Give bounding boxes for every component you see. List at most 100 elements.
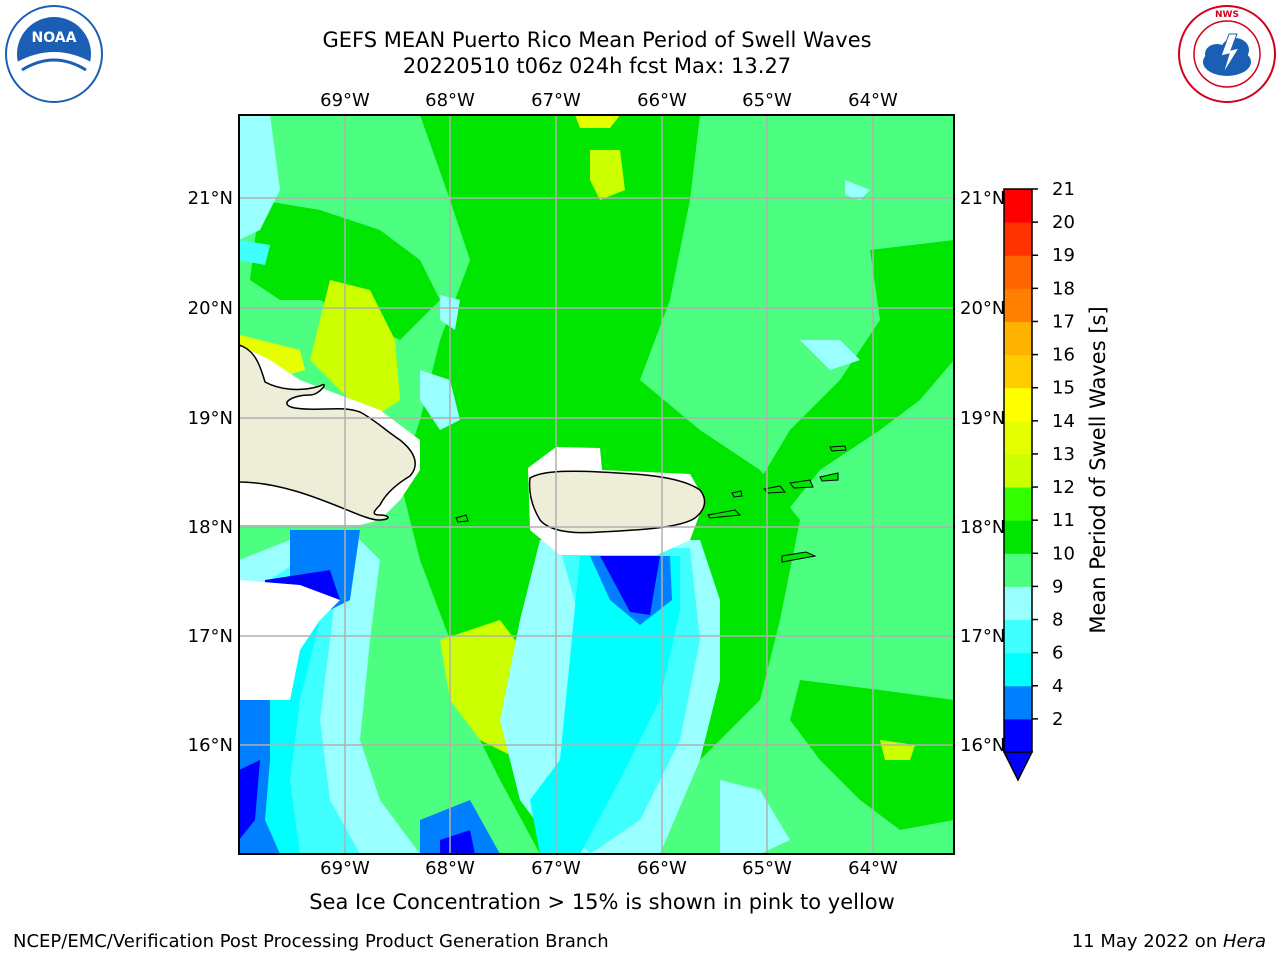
colorbar-swatch (1004, 652, 1032, 687)
contour-8s-northwest-edge (239, 240, 270, 265)
svg-text:NWS: NWS (1215, 10, 1239, 20)
contour-12s-northwest (310, 280, 400, 420)
colorbar-tick-label: 12 (1052, 477, 1075, 498)
colorbar-swatch (1004, 222, 1032, 256)
colorbar-swatch (1004, 520, 1032, 554)
lat-label-left: 17°N (188, 626, 233, 647)
contour-9s-northeast (845, 180, 870, 200)
lon-label-top: 66°W (637, 90, 687, 111)
colorbar-swatch (1004, 553, 1032, 587)
sea-ice-note: Sea Ice Concentration > 15% is shown in … (309, 890, 895, 914)
footer-machine: Hera (1222, 931, 1266, 952)
lon-label-bottom: 64°W (848, 858, 898, 879)
footer-branch: NCEP/EMC/Verification Post Processing Pr… (13, 931, 609, 952)
colorbar: 21 20 19 18 17 16 15 14 13 12 11 10 9 8 6 4 2 (1002, 179, 1075, 782)
contour-13s-north (575, 115, 620, 128)
footer-date: 11 May 2022 on Hera (1072, 931, 1266, 952)
contour-2s-puerto-rico-south (600, 556, 660, 615)
map-field (239, 115, 954, 854)
map-title: GEFS MEAN Puerto Rico Mean Period of Swe… (322, 28, 872, 52)
colorbar-swatch (1004, 487, 1032, 521)
lon-label-top: 69°W (320, 90, 370, 111)
colorbar-title: Mean Period of Swell Waves [s] (1086, 306, 1110, 634)
lat-label-left: 19°N (188, 408, 233, 429)
map-frame (238, 114, 955, 855)
lat-label-left: 21°N (188, 188, 233, 209)
lon-label-top: 65°W (742, 90, 792, 111)
colorbar-tick-label: 18 (1052, 278, 1075, 299)
contour-9s-northwest-edge (239, 115, 280, 240)
colorbar-swatch (1004, 288, 1032, 322)
contour-11s-southeast (790, 680, 954, 830)
colorbar-tick-label: 15 (1052, 378, 1075, 399)
colorbar-swatch (1004, 354, 1032, 389)
colorbar-tick-label: 10 (1052, 543, 1075, 564)
land-st-croix (781, 551, 817, 563)
lat-label-right: 19°N (960, 408, 1005, 429)
colorbar-swatch (1004, 420, 1032, 455)
colorbar-extend-triangle (1002, 751, 1034, 782)
lat-label-right: 17°N (960, 626, 1005, 647)
lon-label-bottom: 67°W (531, 858, 581, 879)
lat-label-right: 21°N (960, 188, 1005, 209)
land-mona-island (455, 514, 469, 523)
colorbar-tick-label: 2 (1052, 709, 1063, 730)
land-puerto-rico (528, 470, 706, 534)
colorbar-swatch (1004, 619, 1032, 654)
lon-labels-top: 69°W 68°W 67°W 66°W 65°W 64°W (320, 90, 898, 111)
colorbar-tick-label: 9 (1052, 576, 1063, 597)
lat-labels-left: 21°N 20°N 19°N 18°N 17°N 16°N (188, 188, 233, 756)
colorbar-swatch (1004, 453, 1032, 488)
colorbar-swatch (1004, 321, 1032, 356)
land-hispaniola (239, 344, 416, 521)
land-culebra (731, 490, 743, 498)
colorbar-tick-label: 17 (1052, 311, 1075, 332)
colorbar-swatch (1004, 189, 1032, 223)
lon-label-top: 67°W (531, 90, 581, 111)
contour-12s-north (590, 150, 625, 200)
colorbar-frame (1003, 188, 1033, 753)
lat-labels-right: 21°N 20°N 19°N 18°N 17°N 16°N (960, 188, 1005, 756)
colorbar-swatch (1004, 718, 1032, 753)
lon-label-top: 68°W (425, 90, 475, 111)
svg-text:NOAA: NOAA (32, 30, 77, 46)
lat-label-right: 16°N (960, 735, 1005, 756)
lat-label-left: 16°N (188, 735, 233, 756)
graticule (239, 115, 954, 854)
lon-label-top: 64°W (848, 90, 898, 111)
lon-label-bottom: 69°W (320, 858, 370, 879)
lat-label-right: 18°N (960, 517, 1005, 538)
colorbar-tick-label: 11 (1052, 510, 1075, 531)
footer-date-text: 11 May 2022 on (1071, 931, 1223, 952)
contour-2s-south-edge (440, 830, 475, 854)
colorbar-tick-label: 13 (1052, 444, 1075, 465)
colorbar-swatch (1004, 586, 1032, 621)
colorbar-tick-label: 14 (1052, 411, 1075, 432)
lon-labels-bottom: 69°W 68°W 67°W 66°W 65°W 64°W (320, 858, 898, 879)
colorbar-swatch (1004, 387, 1032, 422)
colorbar-tick-label: 21 (1052, 179, 1075, 200)
colorbar-swatch (1004, 685, 1032, 720)
land-virgin-islands-2 (789, 479, 814, 489)
contour-9s-east (800, 340, 860, 370)
nws-logo: NWS (1178, 5, 1276, 103)
colorbar-tick-label: 8 (1052, 610, 1063, 631)
lon-label-bottom: 65°W (742, 858, 792, 879)
contour-9s-south-east (720, 780, 790, 854)
lat-label-left: 18°N (188, 517, 233, 538)
colorbar-tick-label: 16 (1052, 345, 1075, 366)
land-vieques (707, 509, 742, 519)
mask-southwest (239, 580, 340, 700)
contour-6s-puerto-rico-south (530, 556, 680, 854)
lon-label-bottom: 68°W (425, 858, 475, 879)
colorbar-tick-label: 6 (1052, 643, 1063, 664)
colorbar-tick-label: 20 (1052, 212, 1075, 233)
lon-label-bottom: 66°W (637, 858, 687, 879)
land-anegada (829, 445, 847, 452)
lat-label-left: 20°N (188, 298, 233, 319)
colorbar-tick-label: 4 (1052, 676, 1063, 697)
contour-2s-south (239, 760, 260, 840)
land-virgin-islands-3 (819, 472, 839, 482)
colorbar-tick-label: 19 (1052, 245, 1075, 266)
